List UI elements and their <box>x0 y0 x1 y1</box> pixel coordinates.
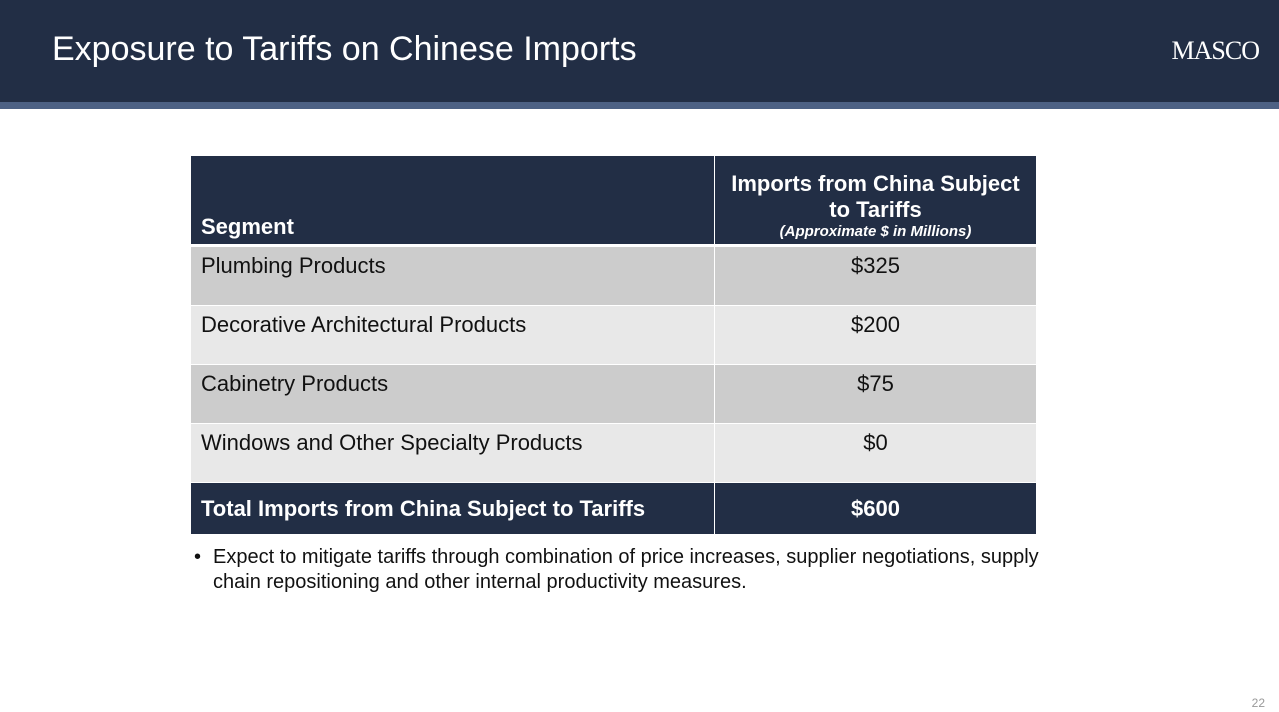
bullet-list: • Expect to mitigate tariffs through comb… <box>194 545 1054 595</box>
column-subheader: (Approximate $ in Millions) <box>779 223 972 240</box>
bullet: • Expect to mitigate tariffs through comb… <box>194 545 1054 595</box>
segment-cell: Plumbing Products <box>190 245 715 306</box>
segment-cell: Windows and Other Specialty Products <box>190 423 715 483</box>
table-body: Plumbing Products $325 Decorative Architec… <box>190 245 1037 535</box>
total-label: Total Imports from China Subject to Tari… <box>190 482 715 535</box>
table: Segment Imports from China Subject to Ta… <box>190 155 1037 535</box>
table-row: Windows and Other Specialty Products $0 <box>190 423 1037 483</box>
value-cell: $75 <box>714 364 1037 424</box>
value-cell: $200 <box>714 305 1037 365</box>
bullet-dot: • <box>194 546 202 568</box>
logo: MASCO <box>1171 36 1260 65</box>
total-value: $600 <box>714 482 1037 535</box>
table-row: Decorative Architectural Products $200 <box>190 305 1037 365</box>
column-header: Segment <box>190 155 715 247</box>
table-row: Cabinetry Products $75 <box>190 364 1037 424</box>
slide-title: Exposure to Tariffs on Chinese Imports <box>52 30 637 68</box>
total-row: Total Imports from China Subject to Tari… <box>190 482 1037 535</box>
header-row: Segment Imports from China Subject to Ta… <box>190 155 1037 247</box>
header-bar <box>0 0 1279 102</box>
segment-cell: Cabinetry Products <box>190 364 715 424</box>
column-header: Imports from China Subject to Tariffs (Ap… <box>714 155 1037 247</box>
page-number: 22 <box>1251 696 1265 710</box>
bullet-text: Expect to mitigate tariffs through combi… <box>213 546 1039 593</box>
value-cell: $0 <box>714 423 1037 483</box>
value-cell: $325 <box>714 245 1037 306</box>
column-header-text: Imports from China Subject to Tariffs <box>731 171 1020 222</box>
table-row: Plumbing Products $325 <box>190 245 1037 306</box>
header-strip <box>0 102 1279 109</box>
segment-cell: Decorative Architectural Products <box>190 305 715 365</box>
